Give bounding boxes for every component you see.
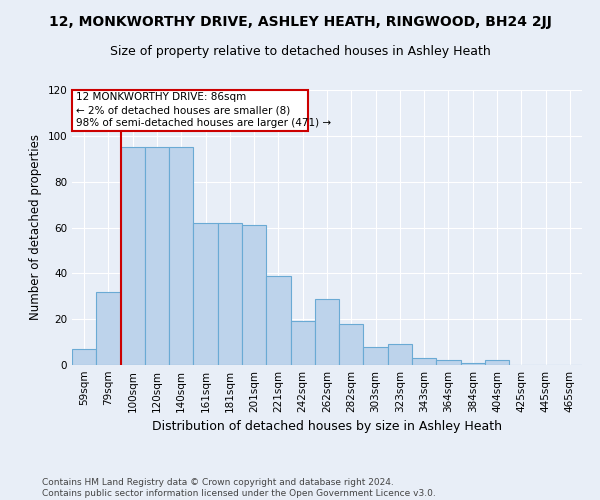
Bar bbox=[96, 292, 121, 365]
Bar bbox=[388, 344, 412, 365]
Bar bbox=[436, 360, 461, 365]
Bar bbox=[290, 322, 315, 365]
Bar bbox=[339, 324, 364, 365]
X-axis label: Distribution of detached houses by size in Ashley Heath: Distribution of detached houses by size … bbox=[152, 420, 502, 434]
Text: 12, MONKWORTHY DRIVE, ASHLEY HEATH, RINGWOOD, BH24 2JJ: 12, MONKWORTHY DRIVE, ASHLEY HEATH, RING… bbox=[49, 15, 551, 29]
Text: Contains HM Land Registry data © Crown copyright and database right 2024.
Contai: Contains HM Land Registry data © Crown c… bbox=[42, 478, 436, 498]
Bar bbox=[193, 223, 218, 365]
Bar bbox=[266, 276, 290, 365]
Y-axis label: Number of detached properties: Number of detached properties bbox=[29, 134, 42, 320]
Text: Size of property relative to detached houses in Ashley Heath: Size of property relative to detached ho… bbox=[110, 45, 490, 58]
Bar bbox=[412, 358, 436, 365]
Bar bbox=[169, 148, 193, 365]
Bar bbox=[145, 148, 169, 365]
Bar bbox=[461, 362, 485, 365]
Bar bbox=[485, 360, 509, 365]
Bar bbox=[364, 346, 388, 365]
FancyBboxPatch shape bbox=[72, 90, 308, 131]
Bar bbox=[121, 148, 145, 365]
Bar bbox=[242, 225, 266, 365]
Bar bbox=[315, 298, 339, 365]
Bar bbox=[218, 223, 242, 365]
Bar bbox=[72, 349, 96, 365]
Text: 12 MONKWORTHY DRIVE: 86sqm
← 2% of detached houses are smaller (8)
98% of semi-d: 12 MONKWORTHY DRIVE: 86sqm ← 2% of detac… bbox=[76, 92, 331, 128]
